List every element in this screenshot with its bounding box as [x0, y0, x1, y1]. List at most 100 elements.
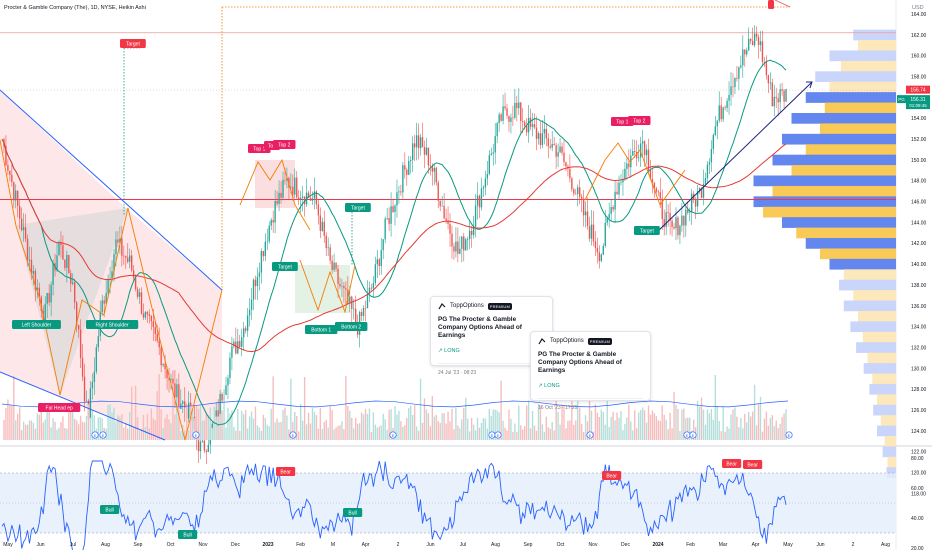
candle-body — [543, 128, 546, 134]
candle-body — [598, 252, 601, 261]
osc-tick-label: 80.00 — [911, 456, 924, 462]
volume-bar — [162, 427, 164, 440]
time-tick-label: Jun — [426, 542, 434, 548]
candle-body — [753, 33, 756, 46]
volume-bar — [602, 411, 604, 440]
volume-bar — [714, 375, 716, 440]
volume-bar — [24, 424, 27, 440]
idea-direction-label: LONG — [544, 383, 560, 389]
candle-body — [290, 186, 292, 188]
candle-body — [315, 191, 318, 205]
osc-tick-label: 20.00 — [911, 546, 924, 550]
candle-body — [441, 205, 443, 207]
candle-body — [390, 206, 392, 224]
volume-bar — [164, 418, 166, 440]
candle-body — [15, 190, 17, 201]
candle-body — [28, 259, 31, 261]
time-tick-label: Dec — [621, 542, 630, 548]
currency-label: USD — [912, 5, 924, 11]
time-tick-label: Nov — [589, 542, 598, 548]
volume-bar — [512, 431, 514, 440]
candle-body — [341, 285, 343, 287]
candle-body — [651, 179, 654, 183]
volume-bar — [83, 422, 86, 440]
candle-body — [740, 65, 742, 68]
idea-card-2[interactable]: ToppOptions PREMIUM PG The Procter & Gamb… — [530, 331, 651, 411]
candle-body — [229, 357, 231, 379]
volume-profile-bar — [858, 40, 896, 51]
candle-body — [380, 250, 382, 267]
volume-bar — [647, 405, 650, 440]
volume-profile-bar — [873, 404, 896, 416]
candle-body — [496, 123, 498, 137]
right-shoulder-label: Right Shoulder — [86, 320, 139, 329]
volume-bar — [382, 413, 384, 440]
volume-bar — [199, 405, 202, 440]
volume-bar — [378, 426, 380, 440]
candle-body — [368, 287, 371, 295]
event-marker-icon: E — [785, 431, 793, 439]
idea-title[interactable]: PG The Procter & Gamble Company Options … — [538, 351, 622, 374]
volume-bar — [258, 427, 261, 440]
volume-bar — [738, 427, 740, 440]
volume-bar — [490, 415, 492, 440]
volume-bar — [712, 419, 715, 440]
volume-bar — [111, 412, 113, 440]
volume-bar — [657, 420, 659, 440]
volume-bar — [716, 405, 718, 440]
candle-body — [101, 300, 103, 313]
volume-profile-bar — [856, 342, 896, 353]
volume-bar — [453, 429, 455, 440]
candle-body — [60, 242, 62, 245]
bear-tag-bg — [743, 460, 763, 469]
volume-bar — [506, 430, 508, 440]
candle-body — [152, 321, 154, 328]
candle-body — [608, 213, 610, 218]
candle-body — [127, 257, 129, 262]
candle-body — [559, 146, 561, 153]
volume-bar — [706, 409, 709, 440]
candle-body — [64, 259, 66, 268]
volume-bar — [89, 417, 92, 440]
volume-bar — [736, 416, 738, 440]
candle-body — [494, 136, 496, 153]
candle-body — [712, 134, 715, 150]
volume-bar — [58, 427, 60, 440]
volume-bar — [132, 427, 135, 440]
volume-bar — [700, 397, 703, 440]
event-glyph: E — [392, 433, 395, 438]
target-label-top-bg — [768, 0, 774, 9]
candle-body — [736, 77, 738, 79]
volume-bar — [461, 419, 463, 440]
time-tick-label: 2 — [852, 542, 855, 548]
candle-body — [184, 401, 186, 408]
volume-bar — [677, 408, 679, 440]
price-tick-label: 122.00 — [911, 450, 927, 456]
volume-bar — [759, 396, 762, 440]
candle-body — [301, 196, 304, 198]
volume-bar — [339, 425, 341, 440]
volume-bar — [710, 408, 713, 440]
candle-body — [207, 444, 210, 453]
candle-body — [172, 378, 174, 384]
candle-body — [292, 186, 294, 195]
volume-bar — [598, 417, 601, 440]
bull-tag-text: Bull — [183, 533, 191, 539]
candle-body — [480, 188, 483, 208]
idea-title[interactable]: PG The Procter & Gamble Company Options … — [438, 316, 522, 339]
volume-bar — [667, 429, 669, 440]
volume-bar — [423, 398, 426, 440]
volume-bar — [624, 424, 626, 440]
volume-bar — [341, 421, 343, 440]
volume-bar — [504, 427, 506, 440]
volume-bar — [138, 430, 141, 440]
candle-body — [522, 121, 524, 123]
target-label-bg — [345, 203, 371, 212]
volume-bar — [15, 420, 17, 440]
volume-bar — [494, 409, 496, 440]
volume-bar — [649, 414, 652, 440]
volume-profile-bar — [763, 206, 896, 218]
time-tick-label: Feb — [296, 542, 305, 548]
candle-body — [775, 96, 777, 99]
